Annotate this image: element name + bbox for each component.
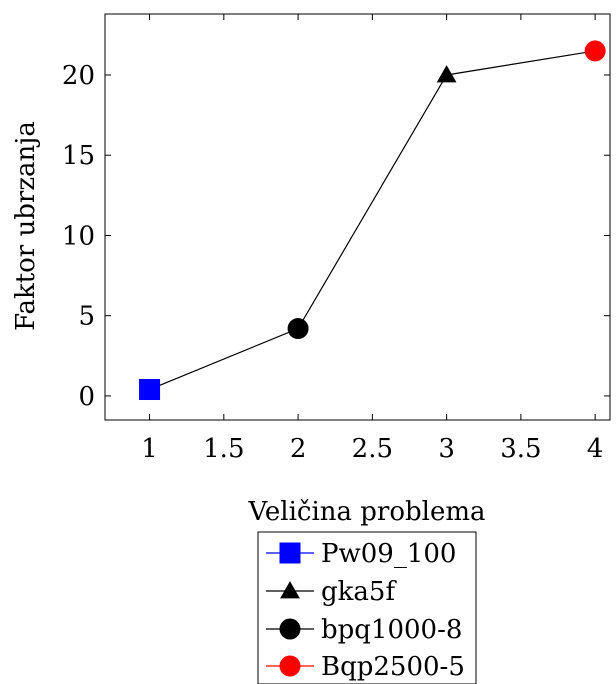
x-axis-ticks: 1 1.5 2 2.5 3 3.5 4 [141, 14, 603, 464]
data-point-marker [436, 65, 457, 83]
legend-marker [279, 618, 301, 640]
series-line [149, 50, 596, 391]
legend: Pw09_100 gka5f bpq1000-8 Bqp2500-5 [257, 531, 477, 684]
data-point-marker [287, 318, 309, 340]
x-axis-label: Veličina problema [247, 497, 485, 527]
x-tick-label: 1 [141, 434, 158, 464]
y-tick-label: 0 [78, 382, 95, 412]
data-point-marker [139, 379, 161, 401]
legend-label: Bqp2500-5 [321, 652, 465, 682]
x-tick-label: 2.5 [352, 434, 393, 464]
series-line-group [149, 50, 596, 391]
legend-label: Pw09_100 [321, 539, 456, 569]
y-tick-label: 15 [62, 141, 95, 171]
y-tick-label: 5 [78, 302, 95, 332]
y-axis-ticks: 0 5 10 15 20 [62, 61, 610, 412]
plot-area-frame [104, 13, 611, 421]
x-tick-label: 1.5 [203, 434, 244, 464]
y-axis-label: Faktor ubrzanja [11, 121, 41, 331]
x-tick-label: 4 [587, 434, 604, 464]
data-markers [139, 40, 606, 401]
legend-marker [279, 542, 301, 564]
y-tick-label: 20 [62, 61, 95, 91]
x-tick-label: 3.5 [500, 434, 541, 464]
legend-label: bpq1000-8 [321, 615, 462, 645]
legend-label: gka5f [321, 577, 397, 607]
legend-marker [280, 581, 300, 599]
x-tick-label: 2 [290, 434, 307, 464]
legend-marker [279, 655, 301, 677]
x-tick-label: 3 [438, 434, 455, 464]
y-tick-label: 10 [62, 221, 95, 251]
data-point-marker [584, 40, 606, 62]
